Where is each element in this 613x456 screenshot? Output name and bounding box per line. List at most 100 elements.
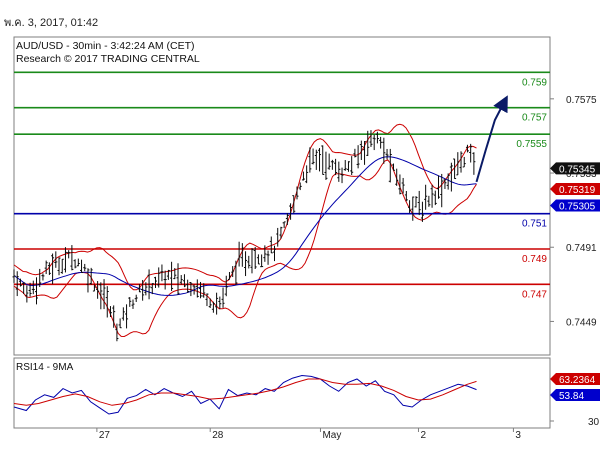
ohlc-bar — [70, 245, 74, 271]
ohlc-bar — [369, 130, 373, 147]
level-label: 0.757 — [522, 113, 547, 124]
level-label: 0.749 — [522, 254, 547, 265]
ohlc-bar — [67, 250, 71, 259]
ohlc-bar — [128, 297, 132, 307]
ohlc-bar — [443, 178, 447, 189]
ohlc-bar — [437, 175, 441, 199]
ohlc-bar — [324, 151, 328, 180]
ohlc-bar — [282, 221, 286, 229]
ohlc-bar — [108, 306, 112, 318]
ohlc-bar — [28, 282, 32, 297]
ohlc-bar — [462, 156, 466, 168]
ohlc-bar — [318, 148, 322, 172]
ohlc-bar — [449, 162, 453, 192]
ohlc-bar — [112, 305, 116, 328]
ohlc-bar — [137, 284, 141, 293]
ohlc-bar — [472, 152, 476, 175]
price-tag: 0.75345 — [550, 162, 600, 175]
price-tag: 0.75305 — [550, 199, 600, 212]
ohlc-bar — [38, 268, 42, 287]
ohlc-bar — [469, 143, 473, 163]
ohlc-bar — [163, 270, 167, 290]
ohlc-bar — [253, 247, 257, 270]
ohlc-bar — [430, 184, 434, 208]
ohlc-bar — [424, 184, 428, 210]
ohlc-bar — [366, 130, 370, 156]
ohlc-bar — [208, 298, 212, 308]
ohlc-bar — [414, 196, 418, 208]
rsi-header: RSI14 - 9MA — [16, 362, 74, 373]
ohlc-bar — [247, 255, 251, 269]
ohlc-bar — [182, 274, 186, 288]
y-tick-label: 0.7449 — [566, 317, 597, 328]
x-tick-label: 3 — [515, 430, 521, 441]
ohlc-bar — [382, 137, 386, 164]
ohlc-bar — [398, 174, 402, 195]
price-tag-label: 0.75319 — [559, 185, 596, 196]
ohlc-bar — [260, 254, 264, 268]
ohlc-bar — [92, 284, 96, 292]
ohlc-bar — [60, 258, 64, 274]
x-tick-label: 2 — [420, 430, 426, 441]
price-tag: 0.75319 — [550, 182, 600, 196]
upper-bollinger-band — [13, 123, 477, 291]
ohlc-bar — [292, 195, 296, 214]
ohlc-bar — [63, 247, 67, 273]
ohlc-bar — [420, 201, 424, 222]
ohlc-bar — [99, 282, 103, 310]
ohlc-bar — [356, 145, 360, 169]
ohlc-bar — [105, 286, 109, 318]
ohlc-bar — [221, 287, 225, 308]
ohlc-bar — [131, 299, 135, 309]
ohlc-bar — [141, 279, 145, 301]
ohlc-bar — [359, 140, 363, 160]
ohlc-bar — [379, 136, 383, 149]
ohlc-bar — [372, 134, 376, 151]
ohlc-bar — [375, 131, 379, 144]
ohlc-bar — [311, 148, 315, 165]
ohlc-bar — [308, 147, 312, 173]
ohlc-bar — [166, 269, 170, 280]
ohlc-bar — [301, 171, 305, 181]
ohlc-bar — [154, 276, 158, 289]
rsi-value-tag-shape — [550, 373, 600, 385]
ohlc-bar — [391, 163, 395, 171]
ohlc-bar — [15, 271, 19, 297]
rsi-value-tag: 63.2364 — [550, 373, 600, 386]
ohlc-bar — [231, 266, 235, 278]
ohlc-bar — [433, 190, 437, 206]
ohlc-bar — [408, 200, 412, 213]
rsi-line — [13, 374, 477, 415]
y-tick-label: 0.7491 — [566, 243, 597, 254]
ohlc-bar — [330, 159, 334, 170]
main-plot-frame — [13, 36, 551, 356]
ohlc-bar — [289, 203, 293, 220]
ohlc-bar — [86, 268, 90, 293]
ohlc-bar — [346, 161, 350, 172]
ohlc-bar — [173, 268, 177, 280]
price-tag-label: 0.75345 — [559, 164, 596, 175]
ohlc-bar — [83, 263, 87, 272]
rsi-plot-frame — [13, 357, 551, 429]
ohlc-bar — [202, 283, 206, 298]
ohlc-bar — [453, 158, 457, 180]
ohlc-bar — [125, 304, 129, 329]
ohlc-bar — [96, 281, 100, 299]
ohlc-bar — [353, 148, 357, 158]
ohlc-bar — [465, 144, 469, 153]
x-tick-label: 27 — [99, 430, 111, 441]
ohlc-bar — [147, 269, 151, 300]
ohlc-bar — [321, 145, 325, 176]
ohlc-bar — [459, 151, 463, 173]
ohlc-bar — [41, 273, 45, 281]
ohlc-bar — [385, 148, 389, 160]
level-label: 0.751 — [522, 219, 547, 230]
ohlc-bar — [35, 277, 39, 305]
price-tag-shape — [550, 182, 600, 195]
ohlc-bar — [22, 282, 26, 295]
ohlc-bar — [170, 261, 174, 291]
rsi-value-tag-label: 63.2364 — [559, 375, 596, 386]
rsi-ma-line — [13, 378, 477, 406]
ohlc-bar — [118, 318, 122, 329]
